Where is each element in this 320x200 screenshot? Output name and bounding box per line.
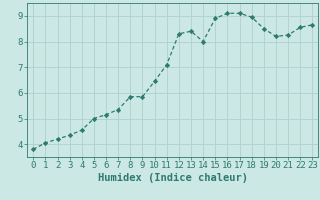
X-axis label: Humidex (Indice chaleur): Humidex (Indice chaleur) bbox=[98, 173, 248, 183]
